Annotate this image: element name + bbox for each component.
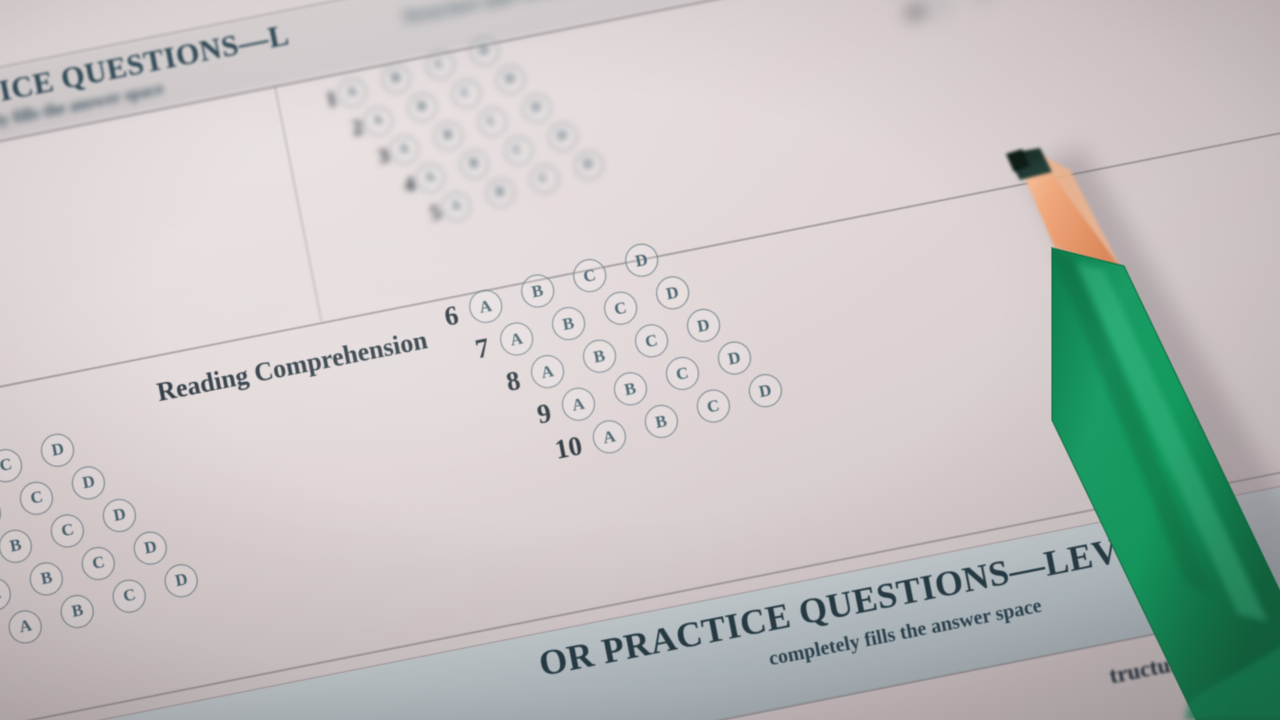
answer-bubble-c[interactable]: C [475,105,509,139]
answer-bubble-c[interactable]: C [0,445,25,485]
answer-bubble-c[interactable]: C [662,354,702,393]
answer-bubble-c[interactable]: C [631,321,671,361]
answer-bubble-d[interactable]: D [571,148,605,182]
answer-bubble-c[interactable]: C [16,478,56,518]
answer-bubble-b[interactable]: B [641,402,681,441]
answer-bubble-a[interactable]: A [0,574,14,614]
answer-bubble-a[interactable]: A [5,606,45,646]
bubble-grid-reading-right: 6 A B C D 7 A B C D 8 A B C D 9 A B C D 10 A B C D [441,240,785,480]
answer-bubble-c[interactable]: C [527,162,561,196]
answer-bubble-a[interactable]: A [922,0,956,21]
answer-bubble-b[interactable]: B [483,176,517,209]
answer-bubble-d[interactable]: D [130,528,170,567]
question-number: 8 [503,365,523,398]
answer-bubble-d[interactable]: D [519,91,553,125]
answer-bubble-d[interactable]: D [99,495,139,535]
question-number: 3 [375,142,391,169]
answer-bubble-d[interactable]: D [68,462,108,502]
answer-bubble-c[interactable]: C [600,288,640,328]
answer-bubble-b[interactable]: B [966,0,1000,8]
answer-bubble-b[interactable]: B [379,62,413,96]
section-label-reading: Reading Comprehension [154,325,430,408]
answer-bubble-d[interactable]: D [38,430,77,470]
answer-bubble-b[interactable]: B [0,493,4,533]
answer-bubble-b[interactable]: B [610,369,650,409]
answer-bubble-a[interactable]: A [360,104,394,138]
question-number: 9 [534,397,554,430]
question-number: 7 [472,332,492,365]
answer-bubble-d[interactable]: D [621,240,661,280]
answer-bubble-a[interactable]: A [527,352,567,392]
answer-bubble-c[interactable]: C [569,256,609,296]
answer-bubble-b[interactable]: B [579,336,619,376]
answer-bubble-a[interactable]: A [334,75,368,109]
question-number: 1 [323,85,339,112]
question-number: 4 [401,171,417,197]
answer-bubble-a[interactable]: A [413,161,446,195]
question-number: 5 [0,620,1,657]
answer-bubble-d[interactable]: D [545,119,579,153]
question-number: 6 [441,299,461,332]
answer-bubble-b[interactable]: B [457,147,491,181]
answer-bubble-a[interactable]: A [589,417,629,457]
answer-bubble-c[interactable]: C [693,386,733,426]
answer-bubble-c[interactable]: C [501,133,535,167]
footer-next-section: tructure and W [1106,634,1262,689]
answer-bubble-b[interactable]: B [431,119,465,153]
answer-bubble-b[interactable]: B [57,591,97,631]
answer-bubble-a[interactable]: A [496,319,536,359]
answer-bubble-a[interactable]: A [387,132,420,166]
question-number: 10 [551,430,585,465]
answer-bubble-d[interactable]: D [652,273,692,313]
answer-bubble-b[interactable]: B [405,90,439,124]
answer-bubble-c[interactable]: C [109,576,149,615]
answer-bubble-b[interactable]: B [26,558,66,598]
answer-bubble-a[interactable]: A [558,384,598,424]
answer-bubble-c[interactable]: C [449,76,483,110]
question-number: 2 [349,114,365,140]
question-number: 10 [900,0,927,26]
answer-bubble-d[interactable]: D [493,62,527,96]
answer-bubble-c[interactable]: C [47,510,87,550]
column-divider-upper [273,85,323,323]
answer-bubble-d[interactable]: D [683,306,723,345]
answer-bubble-b[interactable]: B [0,526,35,566]
answer-bubble-b[interactable]: B [548,304,588,344]
answer-bubble-a[interactable]: A [439,189,472,223]
answer-bubble-d[interactable]: D [161,560,201,600]
answer-bubble-d[interactable]: D [714,338,754,378]
question-number: 5 [427,199,443,226]
answer-bubble-c[interactable]: C [78,543,118,583]
answer-bubble-d[interactable]: D [745,371,785,411]
